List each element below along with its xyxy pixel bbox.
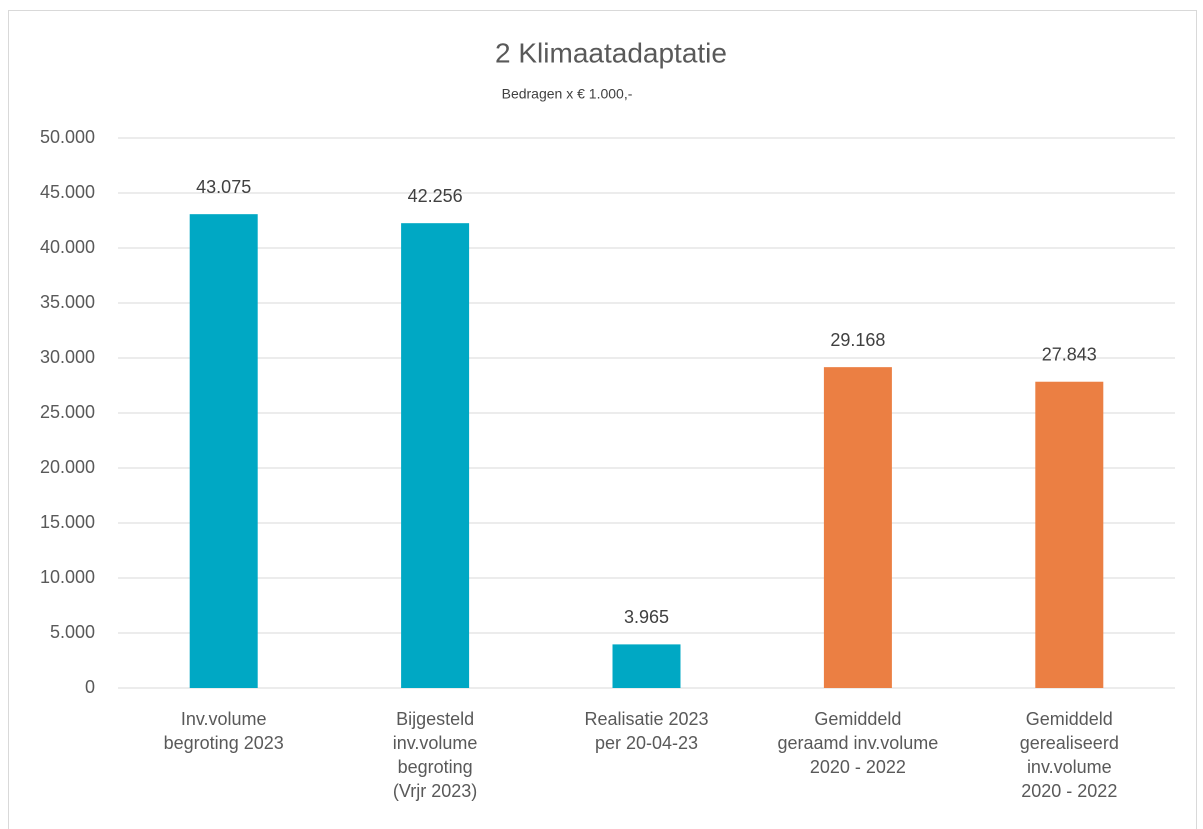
- x-tick-label-line: Gemiddeld: [1026, 709, 1113, 729]
- y-tick-label: 35.000: [40, 292, 95, 312]
- x-tick-label-line: Inv.volume: [181, 709, 267, 729]
- y-tick-label: 20.000: [40, 457, 95, 477]
- bar: [401, 223, 470, 688]
- x-tick-label: Gemiddeld geraamd inv.volume 2020 - 2022: [778, 709, 939, 777]
- x-tick-label-line: Bijgesteld: [396, 709, 474, 729]
- x-tick-label: Inv.volume begroting 2023: [164, 709, 284, 753]
- x-tick-label-line: begroting: [398, 757, 473, 777]
- bar: [189, 214, 258, 689]
- y-tick-label: 45.000: [40, 182, 95, 202]
- x-tick-label-line: 2020 - 2022: [1021, 781, 1117, 801]
- x-tick-label-line: inv.volume: [393, 733, 478, 753]
- x-tick-label-line: Realisatie 2023: [584, 709, 708, 729]
- x-tick-label-line: gerealiseerd: [1020, 733, 1119, 753]
- chart-subtitle: Bedragen x € 1.000,-: [502, 86, 633, 102]
- data-label: 29.168: [830, 330, 885, 350]
- x-tick-label-line: (Vrjr 2023): [393, 781, 477, 801]
- x-tick-label-line: inv.volume: [1027, 757, 1112, 777]
- y-tick-label: 30.000: [40, 347, 95, 367]
- bar: [823, 367, 892, 688]
- x-tick-label: Realisatie 2023 per 20-04-23: [584, 709, 708, 753]
- y-tick-label: 15.000: [40, 512, 95, 532]
- x-tick-label-line: 2020 - 2022: [810, 757, 906, 777]
- y-tick-label: 25.000: [40, 402, 95, 422]
- y-tick-label: 50.000: [40, 127, 95, 147]
- data-label: 27.843: [1042, 344, 1097, 364]
- data-label: 43.075: [196, 177, 251, 197]
- chart-frame: [8, 10, 1197, 829]
- x-tick-label-line: Gemiddeld: [814, 709, 901, 729]
- x-tick-label-line: begroting 2023: [164, 733, 284, 753]
- x-tick-label: Gemiddeld gerealiseerd inv.volume 2020 - 20…: [1020, 709, 1119, 801]
- y-tick-label: 40.000: [40, 237, 95, 257]
- x-tick-label-line: geraamd inv.volume: [778, 733, 939, 753]
- data-label: 42.256: [408, 186, 463, 206]
- y-tick-label: 5.000: [50, 622, 95, 642]
- y-tick-label: 10.000: [40, 567, 95, 587]
- x-tick-label-line: per 20-04-23: [595, 733, 698, 753]
- x-tick-label: Bijgesteld inv.volume begroting (Vrjr 2023): [393, 709, 478, 801]
- y-tick-label: 0: [85, 677, 95, 697]
- bar: [612, 644, 681, 688]
- data-label: 3.965: [624, 607, 669, 627]
- chart-title: 2 Klimaatadaptatie: [495, 37, 727, 68]
- bar: [1035, 381, 1104, 688]
